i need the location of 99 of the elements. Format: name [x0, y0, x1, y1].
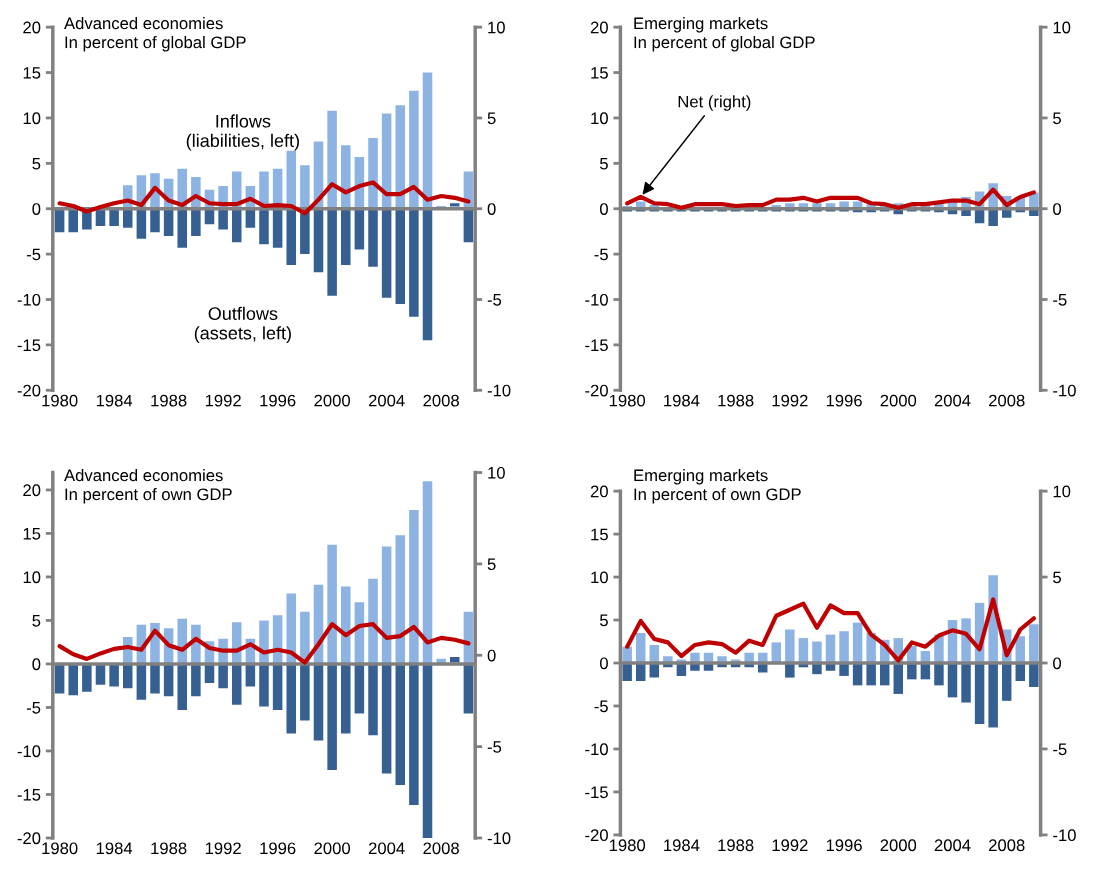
y2-tick-label: -10	[487, 384, 511, 397]
y-tick-label: 0	[32, 658, 41, 671]
x-tick-label: 1984	[664, 394, 700, 407]
y2-tick-label: 10	[1053, 485, 1071, 498]
x-tick-label: 1980	[42, 842, 78, 855]
y2-tick-label: -5	[487, 294, 502, 306]
chart-subtitle: In percent of own GDP	[634, 488, 801, 504]
y-tick-label: 0	[32, 203, 41, 215]
x-tick-label: 2004	[368, 394, 405, 407]
y2-tick-label: 5	[487, 112, 496, 125]
y-tick-label: 10	[23, 112, 41, 125]
y-tick-label: 15	[23, 528, 41, 540]
y2-tick-label: 5	[487, 558, 496, 571]
y-tick-label: -10	[17, 293, 41, 306]
y2-tick-label: 0	[487, 649, 496, 662]
x-tick-label: 1992	[772, 394, 808, 407]
x-tick-label: 2004	[934, 839, 971, 852]
y-tick-label: -20	[585, 384, 608, 397]
y2-tick-label: -5	[487, 741, 502, 753]
y-tick-label: -5	[594, 700, 608, 713]
x-tick-label: 1988	[718, 394, 754, 407]
y-tick-label: -10	[17, 745, 41, 758]
y-tick-label: -15	[17, 789, 41, 801]
y2-tick-label: -5	[1053, 743, 1067, 756]
x-tick-label: 2008	[423, 394, 459, 407]
x-tick-label: 2008	[989, 394, 1025, 407]
x-tick-label: 1984	[96, 394, 133, 407]
chart-title: Emerging markets	[634, 469, 768, 485]
y-tick-label: -15	[585, 786, 608, 799]
x-tick-label: 2000	[880, 839, 917, 852]
x-tick-label: 2000	[880, 394, 917, 407]
x-tick-label: 1984	[664, 839, 700, 852]
y-tick-label: 15	[591, 67, 608, 79]
x-tick-label: 1992	[205, 394, 241, 407]
chart-subtitle: In percent of global GDP	[634, 36, 815, 52]
x-tick-label: 2008	[989, 839, 1025, 852]
y2-tick-label: 5	[1053, 571, 1061, 584]
chart-title: Advanced economies	[64, 469, 223, 482]
x-tick-label: 1980	[609, 839, 646, 852]
y2-tick-label: 0	[1053, 657, 1062, 670]
chart-subtitle: In percent of global GDP	[65, 36, 246, 52]
y2-tick-label: 10	[1053, 21, 1071, 34]
x-tick-label: 1992	[205, 842, 241, 855]
y-tick-label: 10	[591, 571, 608, 584]
y-tick-label: 20	[590, 485, 608, 498]
y-tick-label: 10	[591, 112, 608, 125]
y-tick-label: -20	[17, 384, 41, 397]
y-tick-label: 10	[23, 571, 41, 584]
x-tick-label: 1980	[609, 394, 646, 407]
y-tick-label: -20	[585, 829, 608, 842]
y-tick-label: 15	[23, 67, 41, 79]
y2-tick-label: -10	[1053, 829, 1076, 842]
chart-title: Advanced economies	[64, 17, 223, 30]
y2-tick-label: 0	[487, 203, 496, 215]
y2-tick-label: -10	[1053, 384, 1076, 397]
x-tick-label: 1996	[826, 394, 862, 407]
x-tick-label: 1992	[772, 839, 808, 852]
y2-tick-label: 10	[488, 466, 505, 479]
text: In percent of own GDP	[65, 488, 232, 504]
y-tick-label: -10	[585, 293, 608, 306]
chart-title: Emerging markets	[634, 17, 768, 33]
y-tick-label: -15	[17, 339, 41, 352]
x-tick-label: 2004	[368, 842, 405, 855]
y-tick-label: -5	[26, 702, 41, 714]
y-tick-label: 0	[599, 657, 608, 670]
x-tick-label: 1988	[718, 839, 754, 852]
y-tick-label: 5	[599, 157, 608, 170]
y-tick-label: -15	[585, 339, 608, 352]
series-label: Inflows (liabilities, left)	[186, 114, 299, 151]
y2-tick-label: -10	[487, 832, 511, 845]
y-tick-label: -10	[585, 743, 608, 756]
y-tick-label: 15	[591, 528, 608, 541]
y-tick-label: -5	[594, 248, 608, 261]
x-tick-label: 2000	[314, 842, 351, 855]
y-tick-label: 20	[590, 21, 608, 34]
annotation: Net (right)	[678, 95, 751, 111]
y-tick-label: 5	[599, 614, 608, 627]
y2-tick-label: 10	[488, 21, 505, 34]
x-tick-label: 1996	[260, 394, 296, 407]
x-tick-label: 1984	[96, 842, 133, 855]
y-tick-label: 5	[32, 615, 41, 627]
x-tick-label: 1980	[42, 394, 78, 407]
x-tick-label: 1988	[151, 394, 187, 407]
y-tick-label: 5	[32, 157, 41, 170]
y2-tick-label: 5	[1053, 112, 1061, 125]
x-tick-label: 1996	[260, 842, 296, 855]
x-tick-label: 2004	[934, 394, 971, 407]
text: Outflows (assets, left)	[194, 306, 291, 344]
y2-tick-label: -5	[1053, 294, 1067, 306]
y2-tick-label: 0	[1053, 203, 1062, 215]
x-tick-label: 2000	[314, 394, 351, 407]
x-tick-label: 2008	[423, 842, 459, 855]
y-tick-label: -20	[17, 832, 41, 845]
x-tick-label: 1996	[826, 839, 862, 852]
y-tick-label: 0	[599, 203, 608, 215]
x-tick-label: 1988	[151, 842, 187, 855]
y-tick-label: 20	[23, 21, 41, 34]
y-tick-label: 20	[23, 484, 41, 497]
y-tick-label: -5	[26, 248, 41, 261]
